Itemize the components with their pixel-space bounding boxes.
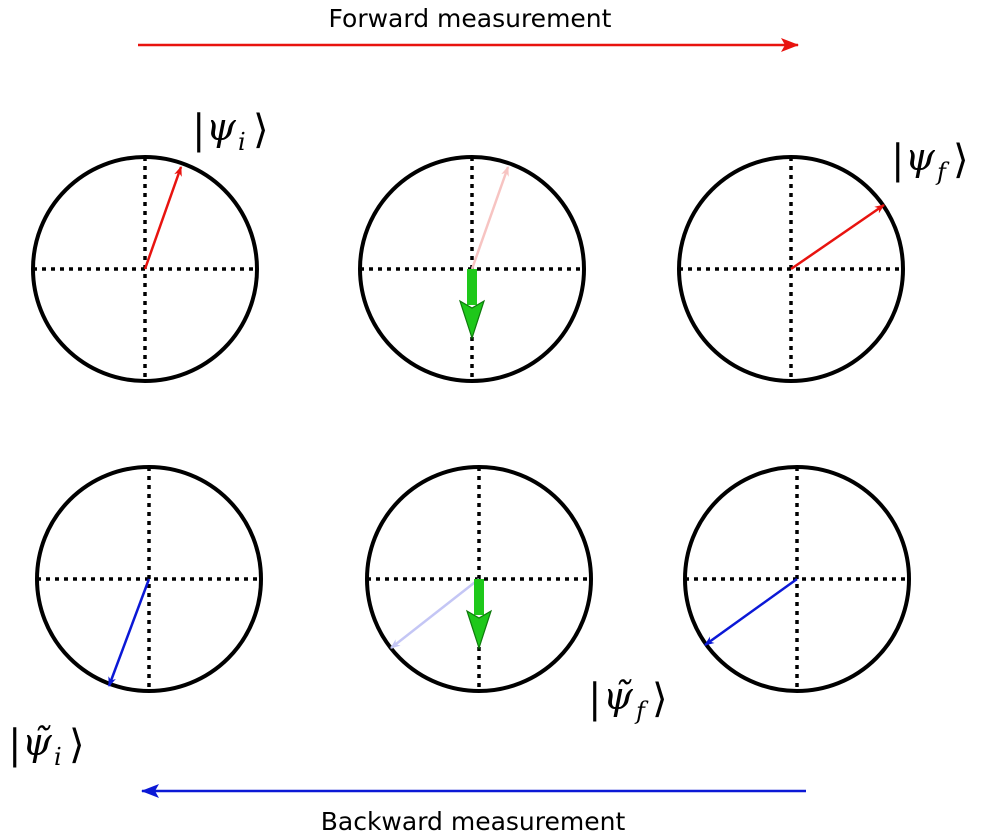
svg-text:f: f [935, 158, 950, 186]
svg-text:ψ: ψ [905, 135, 936, 179]
bloch-circle-top-middle [358, 155, 586, 383]
bloch-circle-top-right [677, 155, 905, 383]
svg-text:|: | [8, 722, 21, 768]
svg-text:ψ̃: ψ̃ [22, 720, 53, 764]
psi-tilde-i-label: | ψ̃ i ⟩ [8, 720, 85, 771]
psi-i-label: | ψ i ⟩ [192, 105, 269, 156]
faded-initial-state-vector [470, 166, 510, 270]
faded-backward-state-vector [390, 578, 480, 649]
bloch-circle-top-left [31, 155, 259, 383]
measurement-arrow-shaft-bottom [474, 579, 484, 615]
measurement-arrow-shaft [467, 269, 477, 305]
psi-tilde-f-label: | ψ̃ f ⟩ [588, 674, 668, 725]
bloch-circle-bottom-middle [365, 465, 593, 693]
svg-text:i: i [54, 743, 62, 771]
psi-i-state-vector [143, 166, 183, 270]
psi-tilde-f-state-vector [704, 577, 798, 647]
svg-text:|: | [588, 676, 601, 722]
bloch-circle-bottom-left [35, 465, 263, 693]
bloch-circle-bottom-right [683, 465, 911, 693]
svg-text:|: | [891, 137, 904, 183]
svg-text:|: | [192, 107, 205, 153]
psi-f-label: | ψ f ⟩ [891, 135, 969, 186]
measurement-arrow-head-bottom [465, 609, 493, 650]
svg-text:⟩: ⟩ [69, 722, 85, 768]
svg-text:f: f [634, 697, 649, 725]
svg-text:⟩: ⟩ [652, 676, 668, 722]
psi-tilde-i-state-vector [107, 578, 151, 687]
svg-text:⟩: ⟩ [253, 107, 269, 153]
svg-text:ψ: ψ [206, 105, 237, 149]
measurement-arrow-head [458, 299, 486, 340]
svg-text:⟩: ⟩ [953, 137, 969, 183]
forward-measurement-label: Forward measurement [329, 4, 612, 33]
svg-text:ψ̃: ψ̃ [603, 674, 634, 718]
psi-f-state-vector [790, 203, 885, 271]
svg-text:i: i [238, 128, 246, 156]
backward-measurement-label: Backward measurement [321, 807, 626, 836]
